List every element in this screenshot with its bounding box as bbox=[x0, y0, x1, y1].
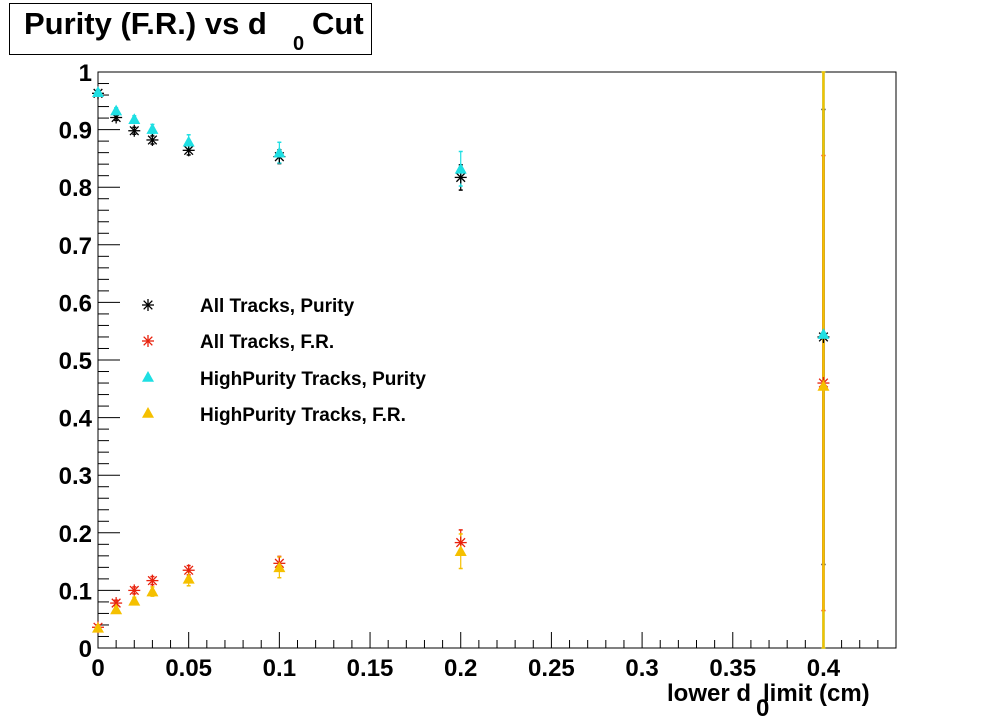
y-tick-label: 0.4 bbox=[59, 406, 93, 433]
title-box: Purity (F.R.) vs d 0 Cut bbox=[9, 3, 372, 55]
x-tick-label: 0 bbox=[91, 655, 104, 682]
y-tick-label: 0.7 bbox=[59, 233, 92, 260]
data-point bbox=[92, 621, 104, 633]
x-tick-labels: 0 0.05 0.1 0.15 0.2 0.25 0.3 0.35 0.4 bbox=[91, 655, 840, 682]
legend: All Tracks, Purity All Tracks, F.R. HighPu… bbox=[142, 296, 426, 426]
series-layer bbox=[92, 71, 830, 649]
y-tick-label: 1 bbox=[79, 60, 92, 87]
legend-marker bbox=[142, 299, 154, 311]
markers-2 bbox=[92, 86, 830, 339]
star-stroke bbox=[111, 598, 121, 608]
plot-frame bbox=[97, 71, 897, 649]
data-point bbox=[182, 135, 195, 147]
x-tick-label: 0.15 bbox=[347, 655, 394, 682]
data-point bbox=[146, 133, 159, 146]
data-point bbox=[128, 594, 141, 606]
star-stroke bbox=[129, 125, 140, 136]
data-point bbox=[273, 146, 286, 158]
star-stroke bbox=[143, 300, 153, 310]
legend-marker bbox=[142, 407, 154, 418]
x-tick-label: 0.1 bbox=[263, 655, 296, 682]
x-axis-title-subscript: 0 bbox=[756, 695, 769, 722]
data-point bbox=[146, 585, 159, 597]
y-tick-label: 0.8 bbox=[59, 175, 92, 202]
data-point bbox=[454, 162, 467, 174]
data-point bbox=[454, 171, 467, 184]
data-point bbox=[817, 328, 830, 339]
data-point bbox=[92, 86, 104, 97]
y-tick-label: 0.9 bbox=[59, 118, 92, 145]
legend-label: All Tracks, Purity bbox=[200, 296, 355, 317]
legend-marker bbox=[142, 371, 154, 382]
data-point bbox=[182, 564, 195, 577]
data-point bbox=[128, 584, 141, 597]
y-tick-label: 0 bbox=[79, 636, 92, 663]
chart-title: Purity (F.R.) vs d bbox=[24, 6, 267, 41]
data-point bbox=[146, 574, 159, 587]
legend-marker bbox=[142, 335, 154, 347]
chart-title-suffix: Cut bbox=[312, 6, 364, 41]
x-tick-label: 0.2 bbox=[444, 655, 477, 682]
star-stroke bbox=[455, 537, 466, 548]
legend-label: HighPurity Tracks, Purity bbox=[200, 369, 426, 390]
markers-3 bbox=[92, 379, 830, 633]
x-axis-title-post: limit (cm) bbox=[763, 680, 870, 707]
star-stroke bbox=[147, 135, 158, 145]
x-tick-label: 0.25 bbox=[528, 655, 575, 682]
legend-label: HighPurity Tracks, F.R. bbox=[200, 405, 406, 426]
data-point bbox=[110, 104, 123, 116]
x-tick-label: 0.35 bbox=[709, 655, 756, 682]
y-tick-label: 0.1 bbox=[59, 578, 92, 605]
legend-label: All Tracks, F.R. bbox=[200, 332, 334, 353]
axis-ticks bbox=[97, 71, 897, 649]
star-stroke bbox=[143, 336, 153, 346]
data-point bbox=[128, 124, 141, 137]
data-point bbox=[128, 113, 141, 125]
star-stroke bbox=[455, 172, 466, 183]
star-stroke bbox=[183, 145, 194, 156]
x-axis-title-pre: lower d bbox=[667, 680, 751, 707]
y-tick-label: 0.3 bbox=[59, 463, 92, 490]
x-tick-label: 0.05 bbox=[165, 655, 212, 682]
x-tick-label: 0.3 bbox=[625, 655, 658, 682]
chart-title-subscript: 0 bbox=[293, 33, 305, 55]
data-point bbox=[454, 545, 467, 557]
data-point bbox=[817, 379, 830, 391]
y-tick-labels: 0 0.1 0.2 0.3 0.4 0.5 0.6 0.7 0.8 0.9 1 bbox=[59, 60, 93, 663]
star-stroke bbox=[147, 575, 158, 586]
data-point bbox=[110, 603, 123, 615]
y-tick-label: 0.6 bbox=[59, 290, 92, 317]
star-stroke bbox=[129, 585, 140, 596]
data-point bbox=[182, 572, 195, 584]
y-tick-label: 0.5 bbox=[59, 348, 92, 375]
data-point bbox=[110, 597, 123, 610]
data-point bbox=[273, 561, 286, 573]
data-point bbox=[146, 123, 159, 134]
star-stroke bbox=[183, 565, 194, 576]
x-axis-title: lower d bbox=[667, 680, 751, 707]
x-tick-label: 0.4 bbox=[807, 655, 841, 682]
y-tick-label: 0.2 bbox=[59, 521, 92, 548]
